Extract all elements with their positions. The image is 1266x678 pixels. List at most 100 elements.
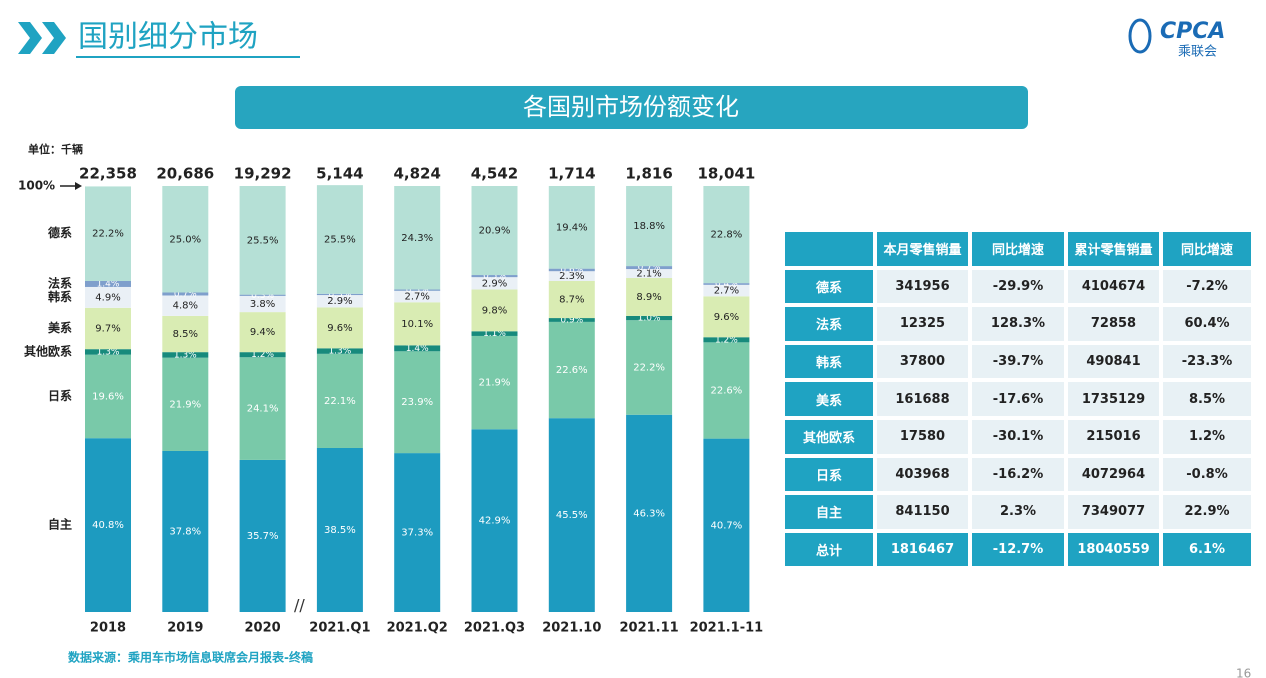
table-cell: 本月零售销量 xyxy=(875,230,970,268)
banner-text: 各国别市场份额变化 xyxy=(523,93,739,121)
bar-segment xyxy=(85,286,131,308)
table-cell: 403968 xyxy=(875,455,970,494)
data-label: 22.6% xyxy=(711,385,743,396)
bar-segment xyxy=(394,289,441,291)
data-label: 37.3% xyxy=(401,528,433,539)
bar-segment xyxy=(548,271,595,281)
chevron xyxy=(42,22,66,54)
data-label: 1.4% xyxy=(97,279,120,289)
data-label: 18.8% xyxy=(633,221,665,232)
data-label: 0.3% xyxy=(328,290,351,300)
data-label: 0.9% xyxy=(560,315,583,325)
source: 数据来源：乘用车市场信息联席会月报表-终稿 xyxy=(68,650,313,665)
data-label: 0.3% xyxy=(251,291,274,301)
data-label: 40.8% xyxy=(92,520,124,531)
table-cell: 7349077 xyxy=(1066,493,1161,531)
table-cell: -39.7% xyxy=(970,342,1066,381)
table-cell: 同比增速 xyxy=(970,230,1066,268)
data-label: 25.0% xyxy=(169,234,201,245)
table-cell: 8.5% xyxy=(1161,380,1253,418)
bar-segment xyxy=(239,295,286,313)
table-cell: 自主 xyxy=(783,493,875,531)
bar-segment xyxy=(85,307,131,350)
bar-segment xyxy=(85,438,131,612)
bar-segment xyxy=(548,318,595,322)
legend-label: 美系 xyxy=(48,320,72,335)
table-cell: -12.7% xyxy=(970,530,1066,569)
bar-segment xyxy=(548,418,595,612)
data-label: 24.3% xyxy=(401,233,433,244)
data-label: 37.8% xyxy=(169,526,201,537)
data-label: 21.9% xyxy=(169,399,201,410)
data-label: 22.8% xyxy=(711,230,743,241)
table-cell xyxy=(783,230,875,268)
banner xyxy=(235,86,1028,129)
bar-segment xyxy=(548,186,595,269)
bar-segment xyxy=(626,269,673,279)
data-label: 38.5% xyxy=(324,525,356,536)
x-tick-label: 2020 xyxy=(245,621,281,636)
data-label: 3.8% xyxy=(250,299,275,310)
data-label: 24.1% xyxy=(247,404,279,415)
total-label: 4,824 xyxy=(393,165,440,183)
data-label: 1.3% xyxy=(328,347,351,357)
logo-sub: 乘联会 xyxy=(1178,45,1217,60)
data-label: 2.7% xyxy=(404,292,429,303)
x-tick-label: 2021.1-11 xyxy=(690,621,764,636)
data-label: 1.3% xyxy=(97,347,120,357)
data-label: 45.5% xyxy=(556,510,588,521)
table-cell: 法系 xyxy=(783,305,875,343)
table-cell: 其他欧系 xyxy=(783,418,875,456)
legend-label: 法系 xyxy=(48,275,72,290)
legend-label: 日系 xyxy=(48,388,72,403)
data-label: 1.4% xyxy=(406,344,429,354)
data-label: 2.3% xyxy=(559,271,584,282)
data-label: 4.8% xyxy=(173,301,198,312)
axis-break: // xyxy=(294,596,305,615)
table-cell: 德系 xyxy=(783,267,875,306)
data-label: 25.5% xyxy=(247,235,279,246)
bar-segment xyxy=(162,450,209,612)
bar-segment xyxy=(471,331,518,336)
bar-segment xyxy=(548,268,595,272)
data-label: 1.2% xyxy=(251,350,274,360)
bar-segment xyxy=(703,296,750,338)
data-label: 19.4% xyxy=(556,222,588,233)
bar-segment xyxy=(85,186,131,281)
bar-segment xyxy=(162,357,209,451)
data-label: 1.2% xyxy=(715,335,738,345)
bar-segment xyxy=(703,342,750,439)
table-cell: -30.1% xyxy=(970,418,1066,456)
data-label: 8.9% xyxy=(636,292,661,303)
bar-segment xyxy=(703,337,750,343)
bar-segment xyxy=(471,275,518,278)
table-cell: 韩系 xyxy=(783,342,875,381)
data-label: 0.7% xyxy=(174,289,197,299)
table-cell: 841150 xyxy=(875,493,970,531)
data-label: 25.5% xyxy=(324,234,356,245)
table-cell: 1735129 xyxy=(1066,380,1161,418)
bar-segment xyxy=(162,352,209,358)
total-label: 18,041 xyxy=(697,165,755,183)
table-cell: 6.1% xyxy=(1161,530,1253,569)
total-label: 22,358 xyxy=(79,165,137,183)
table-cell: 37800 xyxy=(875,342,970,381)
table-cell: -16.2% xyxy=(970,455,1066,494)
bar-segment xyxy=(85,280,131,287)
data-label: 35.7% xyxy=(247,531,279,542)
data-label: 46.3% xyxy=(633,508,665,519)
bar-segment xyxy=(471,277,518,290)
data-label: 42.9% xyxy=(479,516,511,527)
data-label: 0.7% xyxy=(638,263,661,273)
page-number: 16 xyxy=(1236,667,1251,678)
bar-segment xyxy=(316,185,363,294)
bar-segment xyxy=(162,186,209,293)
bar-segment xyxy=(239,352,286,358)
top-label: 100% xyxy=(18,179,55,193)
bar-segment xyxy=(162,295,209,316)
bar-segment xyxy=(626,186,673,267)
bar-segment xyxy=(394,351,441,454)
table-cell: 1.2% xyxy=(1161,418,1253,456)
data-label: 2.9% xyxy=(327,296,352,307)
